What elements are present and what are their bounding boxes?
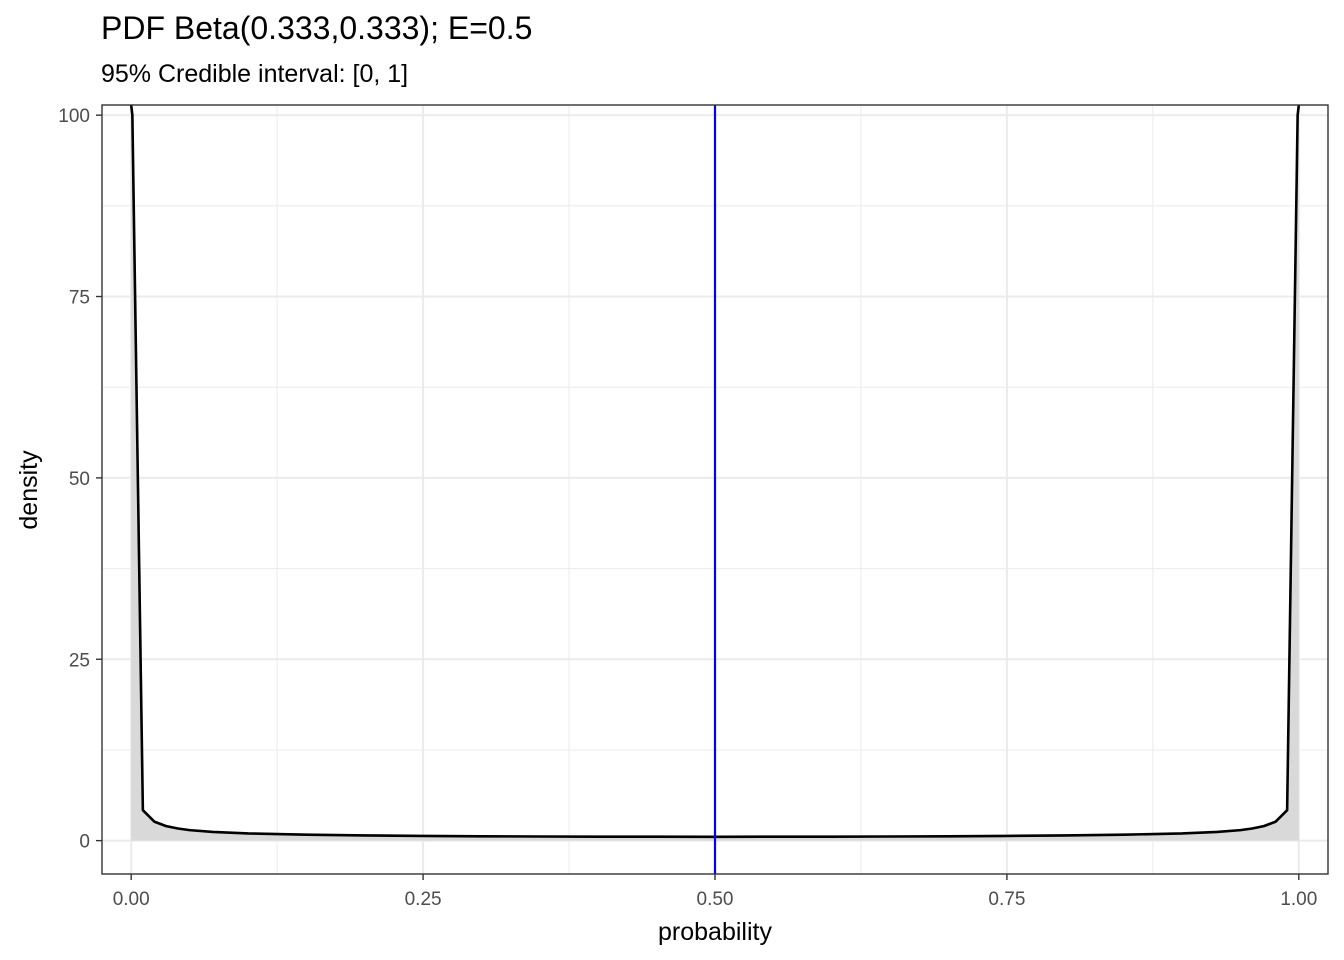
y-tick-label: 25: [69, 650, 90, 671]
y-tick-label: 75: [69, 288, 90, 309]
chart-title: PDF Beta(0.333,0.333); E=0.5: [101, 10, 532, 46]
x-tick-label: 0.50: [697, 889, 734, 910]
y-tick-label: 100: [58, 106, 90, 127]
chart-subtitle: 95% Credible interval: [0, 1]: [101, 60, 408, 88]
x-tick-label: 0.00: [113, 889, 150, 910]
plot-layer: 0.00 0.25 0.50 0.75 1.00 0 25 50 75 100: [58, 104, 1329, 910]
y-axis-title: density: [15, 450, 43, 530]
x-tick-label: 0.75: [988, 889, 1025, 910]
x-tick-label: 0.25: [405, 889, 442, 910]
x-tick-label: 1.00: [1280, 889, 1317, 910]
x-axis-title: probability: [658, 918, 772, 946]
y-tick-label: 0: [79, 832, 90, 853]
y-tick-label: 50: [69, 469, 90, 490]
